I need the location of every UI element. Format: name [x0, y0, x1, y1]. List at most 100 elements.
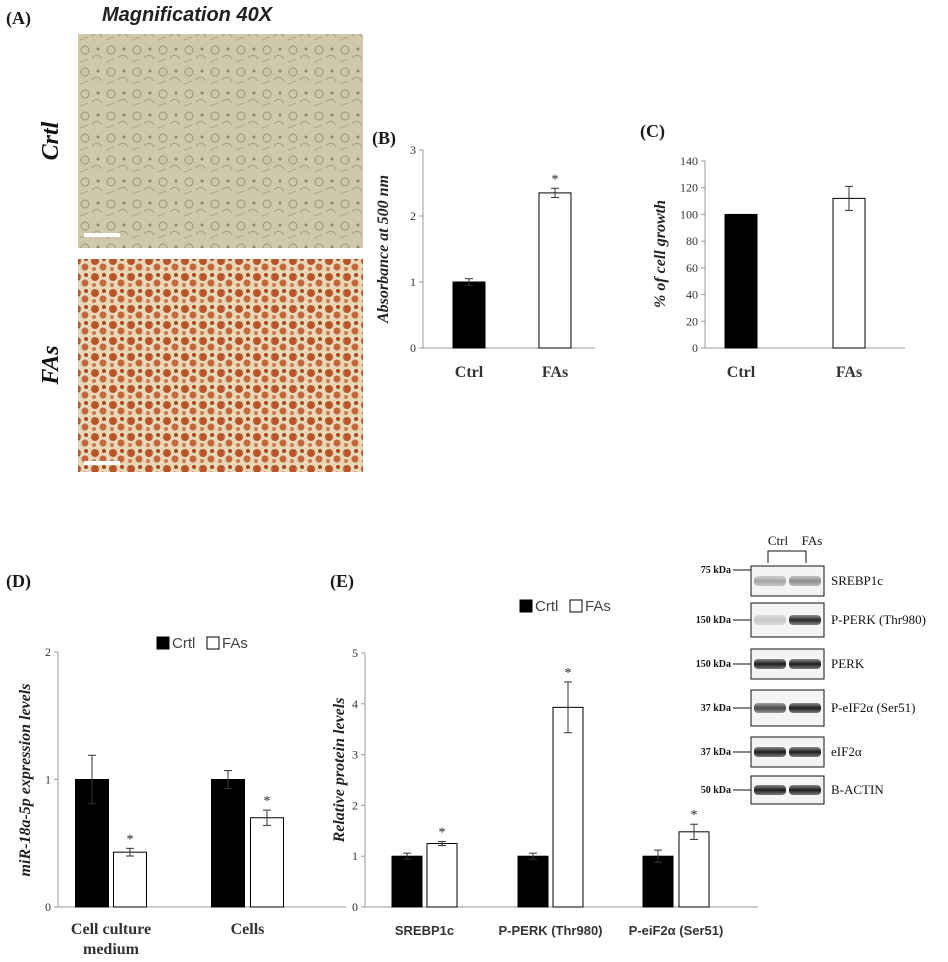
bar: [113, 851, 147, 908]
blot-band: [789, 747, 821, 757]
significance-star: *: [439, 825, 446, 840]
blot-band: [754, 747, 786, 757]
blot-band: [789, 703, 821, 713]
y-tick-label: 0: [45, 900, 51, 914]
bar: [426, 843, 458, 908]
blot-band: [789, 785, 821, 795]
micrograph-crtl-tint: [78, 34, 363, 248]
panel-a: (A) Magnification 40X Crtl FAs: [6, 4, 363, 472]
y-tick-label: 20: [686, 314, 698, 328]
blot-band: [754, 659, 786, 669]
chart-2: (D) 0 1 2 miR-18a-5p expression levels * * Cell…: [6, 571, 346, 958]
y-tick-label: 4: [352, 697, 358, 711]
scale-bar-fas: [84, 461, 120, 465]
blot-band: [789, 576, 821, 586]
bar: [552, 706, 584, 908]
blot-band: [754, 785, 786, 795]
panel-label: (C): [640, 121, 665, 142]
y-axis-label: miR-18a-5p expression levels: [17, 684, 34, 877]
y-tick-label: 80: [686, 234, 698, 248]
charts-layer: (B) 0 1 2 3 Absorbance at 500 nm Ctrl * FAs (C) 0 2…: [6, 121, 905, 958]
y-tick-label: 2: [352, 798, 358, 812]
significance-star: *: [264, 794, 271, 809]
category-label: P-eiF2α (Ser51): [629, 923, 724, 938]
category-label: Ctrl: [727, 364, 756, 381]
legend-swatch: [519, 599, 533, 613]
chart-0: (B) 0 1 2 3 Absorbance at 500 nm Ctrl * FAs: [372, 128, 595, 381]
bar: [642, 855, 674, 908]
y-tick-label: 140: [680, 154, 698, 168]
kda-label: 150 kDa: [696, 615, 731, 626]
y-tick-label: 2: [45, 645, 51, 659]
bar: [724, 213, 758, 349]
significance-star: *: [565, 666, 572, 681]
category-label: Cells: [231, 921, 265, 938]
blot-group-bracket: [767, 550, 807, 563]
panel-label: (B): [372, 128, 396, 149]
row-label-crtl: Crtl: [38, 121, 64, 160]
y-tick-label: 5: [352, 646, 358, 660]
kda-label: 37 kDa: [701, 703, 731, 714]
y-tick-label: 120: [680, 181, 698, 195]
blot-protein-label: P-eIF2α (Ser51): [831, 700, 915, 715]
blot-protein-label: SREBP1c: [831, 573, 883, 588]
bar: [250, 817, 284, 908]
y-tick-label: 0: [692, 341, 698, 355]
y-tick-label: 0: [410, 341, 416, 355]
kda-label: 75 kDa: [701, 565, 731, 576]
kda-label: 37 kDa: [701, 747, 731, 758]
chart-1: (C) 0 20 40 60 80 100 120 140 % of cell growth Ctr…: [640, 121, 905, 381]
micrograph-crtl: [78, 34, 363, 248]
western-blot: Ctrl FAs 75 kDa SREBP1c 150 kDa P-PERK (Thr…: [696, 533, 926, 805]
blot-band: [789, 615, 821, 625]
legend-swatch: [206, 636, 220, 650]
y-axis-label: Relative protein levels: [331, 698, 348, 844]
category-label: FAs: [836, 364, 862, 381]
bar: [452, 281, 486, 349]
blot-group-ctrl: Ctrl: [768, 533, 789, 548]
category-label: Cell culture: [71, 921, 151, 938]
micrograph-fas: [78, 259, 363, 472]
blot-protein-label: B-ACTIN: [831, 782, 884, 797]
y-tick-label: 1: [352, 849, 358, 863]
legend-swatch: [569, 599, 583, 613]
bar: [517, 855, 549, 908]
bar: [832, 197, 866, 349]
kda-label: 50 kDa: [701, 785, 731, 796]
bar: [211, 779, 245, 908]
blot-band: [789, 659, 821, 669]
panel-a-label: (A): [6, 8, 31, 29]
y-tick-label: 1: [45, 773, 51, 787]
legend-label: FAs: [222, 635, 248, 652]
bar: [538, 192, 572, 349]
legend-label: Crtl: [172, 635, 195, 652]
blot-group-fas: FAs: [802, 533, 823, 548]
category-label: medium: [83, 941, 140, 958]
category-label: P-PERK (Thr980): [498, 923, 602, 938]
chart-3: (E) 0 1 2 3 4 5 Relative protein levels * * * SREBP…: [330, 571, 758, 938]
blot-protein-label: PERK: [831, 656, 865, 671]
blot-protein-label: eIF2α: [831, 744, 862, 759]
blot-band: [754, 703, 786, 713]
blot-protein-label: P-PERK (Thr980): [831, 612, 926, 627]
legend-swatch: [156, 636, 170, 650]
significance-star: *: [127, 832, 134, 847]
significance-star: *: [552, 172, 559, 187]
category-label: SREBP1c: [395, 923, 454, 938]
category-label: FAs: [542, 364, 568, 381]
category-label: Ctrl: [455, 364, 484, 381]
y-tick-label: 0: [352, 900, 358, 914]
y-axis-label: % of cell growth: [652, 200, 669, 308]
blot-band: [754, 576, 786, 586]
panel-label: (E): [330, 571, 354, 592]
row-label-fas: FAs: [38, 345, 64, 385]
blot-band: [754, 615, 786, 625]
bar: [678, 831, 710, 908]
legend-label: FAs: [585, 598, 611, 615]
y-tick-label: 40: [686, 288, 698, 302]
kda-label: 150 kDa: [696, 659, 731, 670]
legend-label: Crtl: [535, 598, 558, 615]
y-tick-label: 3: [352, 748, 358, 762]
bar: [391, 855, 423, 908]
